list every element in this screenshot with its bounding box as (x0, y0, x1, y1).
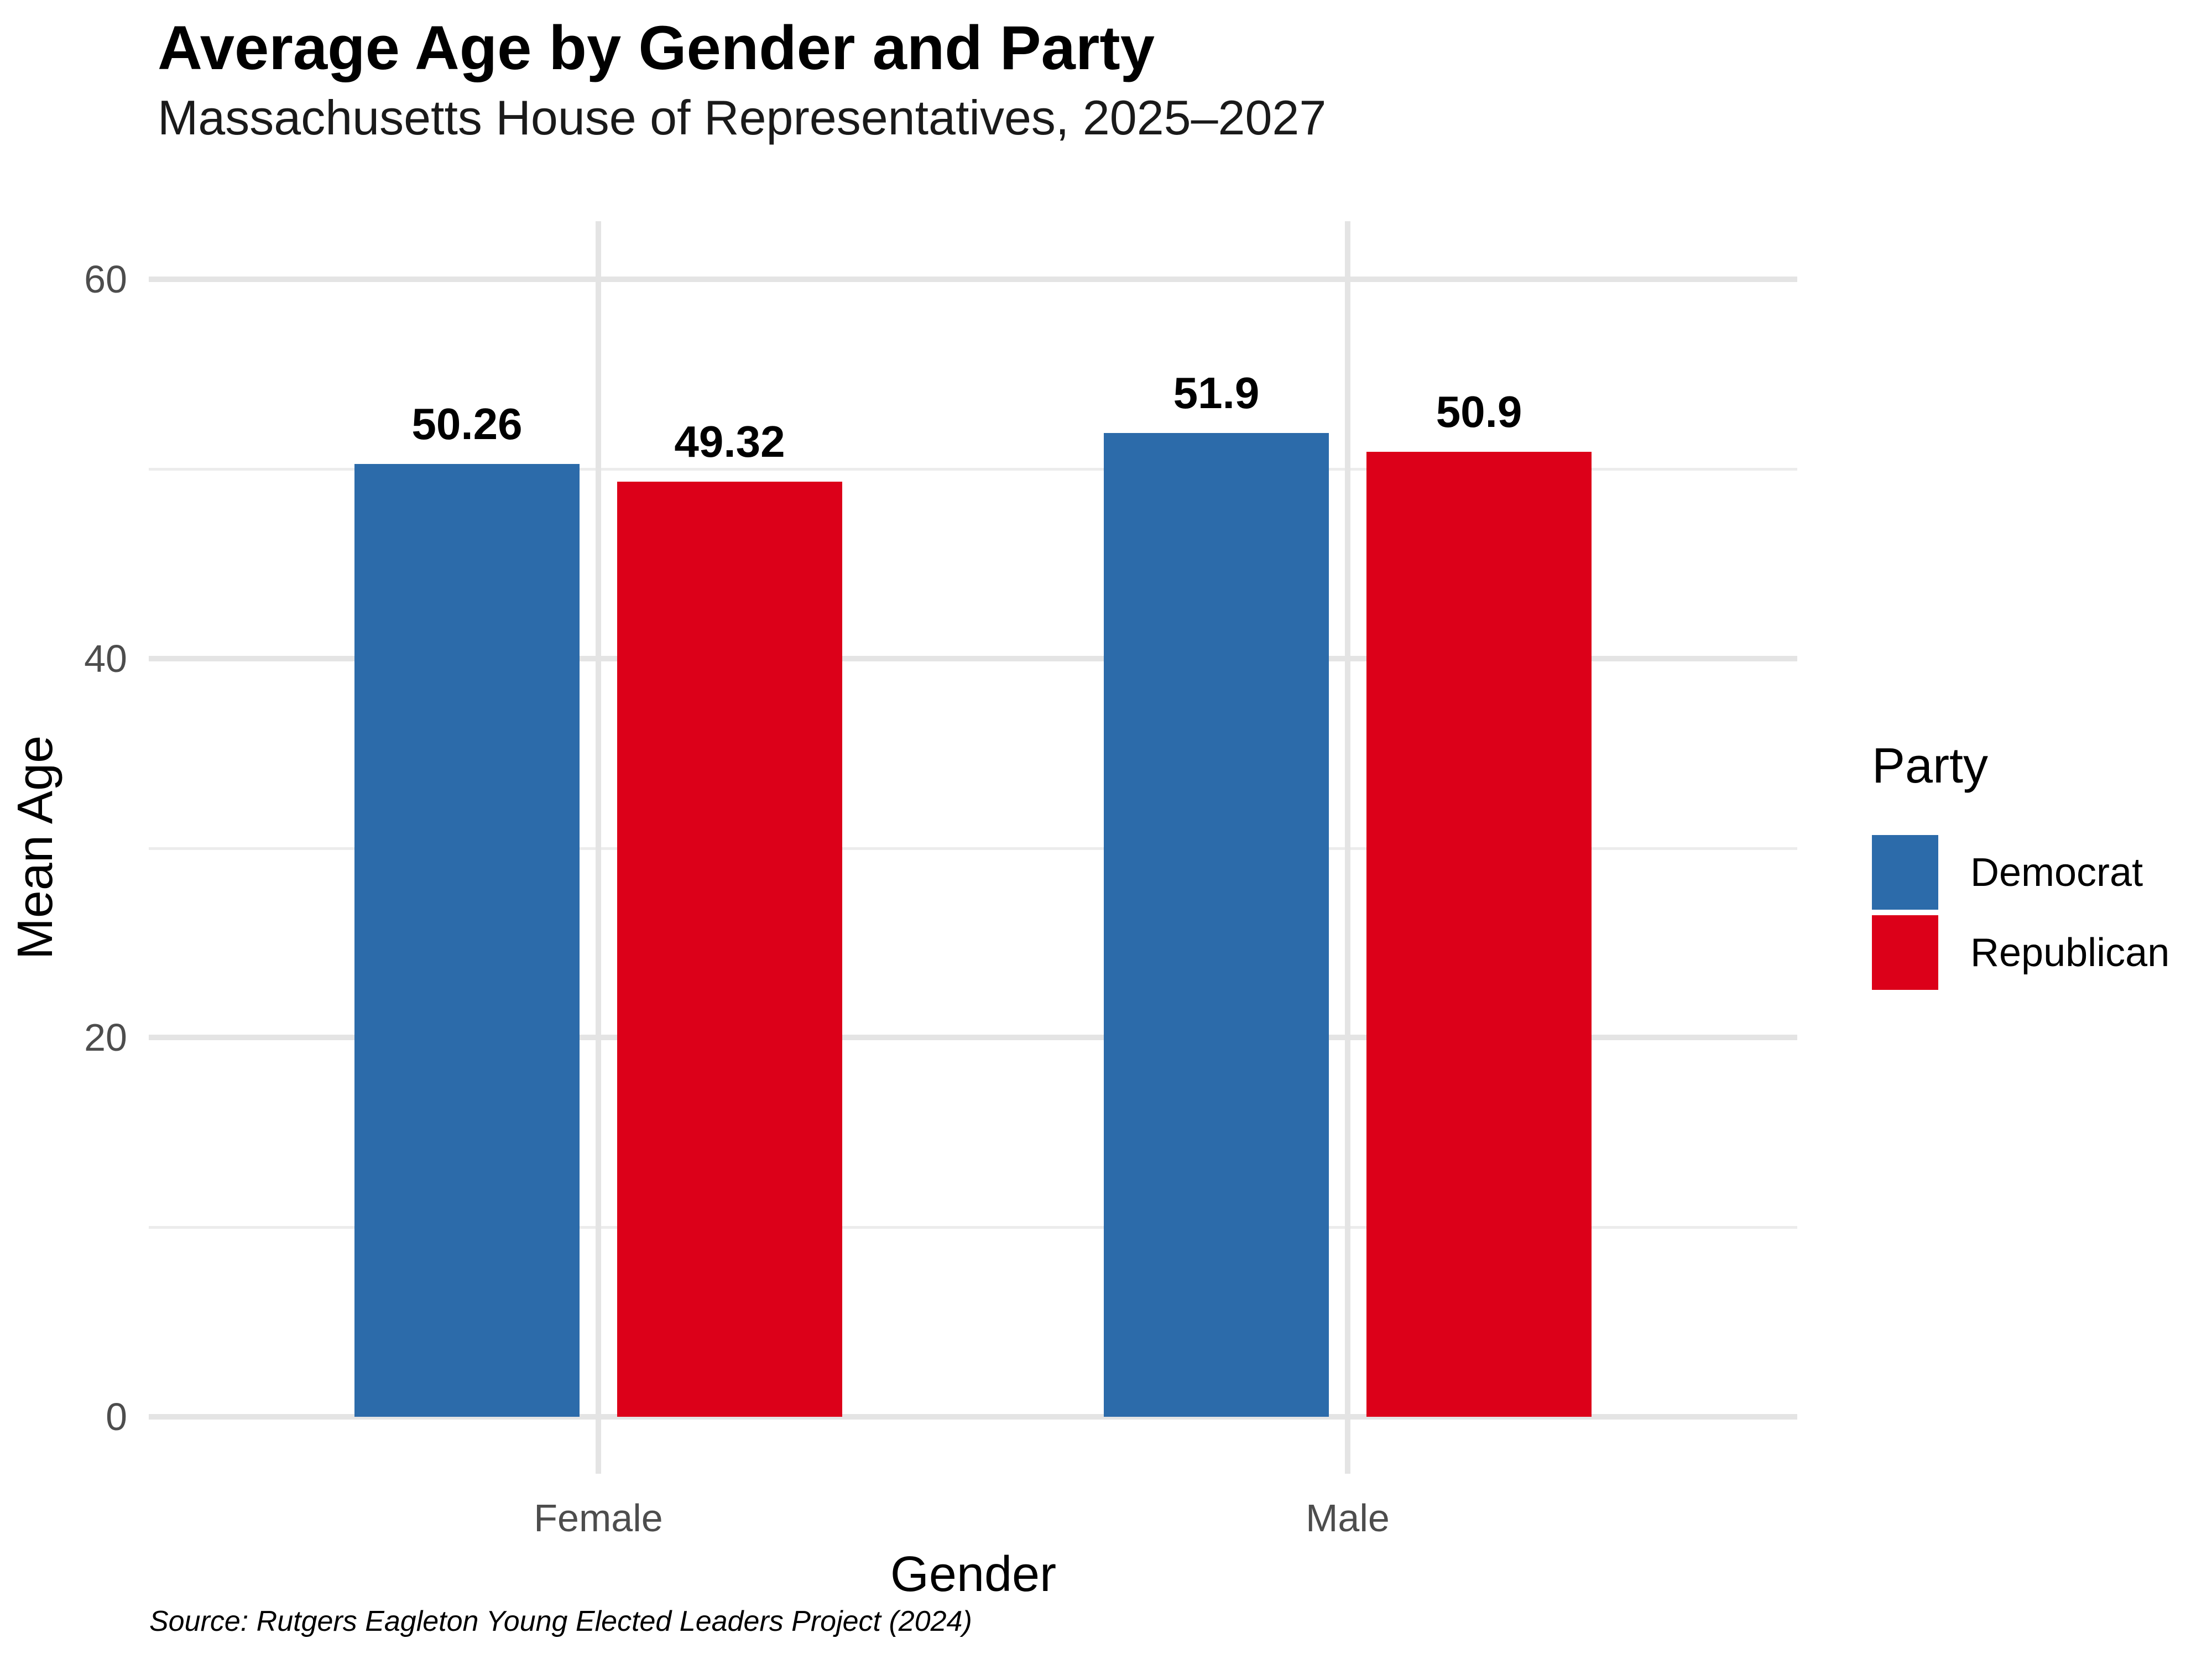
x-axis-title: Gender (890, 1547, 1057, 1602)
legend-label-republican: Republican (1970, 930, 2170, 975)
legend-entry-republican: Republican (1872, 915, 2204, 990)
bar-value-label: 49.32 (674, 417, 785, 467)
y-major-gridline (149, 276, 1797, 282)
chart-title: Average Age by Gender and Party (158, 13, 1155, 82)
y-major-gridline (149, 1414, 1797, 1420)
y-tick-label: 20 (84, 1016, 127, 1060)
legend-title: Party (1872, 738, 1989, 794)
bar-male-democrat (1104, 432, 1329, 1417)
y-major-gridline (149, 1035, 1797, 1041)
legend-entry-democrat: Democrat (1872, 835, 2204, 910)
y-tick-label: 0 (106, 1395, 127, 1438)
x-major-gridline (596, 221, 601, 1474)
x-tick-label: Male (1306, 1496, 1390, 1540)
x-tick-label: Female (534, 1496, 663, 1540)
source-caption: Source: Rutgers Eagleton Young Elected L… (149, 1605, 972, 1637)
chart-subtitle: Massachusetts House of Representatives, … (158, 90, 1327, 145)
y-axis-title: Mean Age (0, 221, 72, 1474)
y-minor-gridline (149, 1226, 1797, 1229)
y-minor-gridline (149, 467, 1797, 471)
bar-female-democrat (354, 463, 580, 1417)
legend: Party Democrat Republican (1872, 735, 2204, 995)
y-minor-gridline (149, 847, 1797, 850)
x-major-gridline (1345, 221, 1350, 1474)
bar-male-republican (1366, 451, 1592, 1417)
bar-female-republican (617, 482, 842, 1417)
plot-panel: 50.26 49.32 51.9 50.9 (149, 221, 1797, 1474)
republican-swatch (1872, 915, 1938, 990)
democrat-swatch (1872, 835, 1938, 910)
y-tick-label: 60 (84, 258, 127, 301)
bar-value-label: 51.9 (1173, 368, 1260, 418)
y-tick-label: 40 (84, 637, 127, 680)
bar-value-label: 50.9 (1436, 387, 1522, 436)
bar-value-label: 50.26 (411, 399, 523, 448)
legend-label-democrat: Democrat (1970, 850, 2143, 895)
y-major-gridline (149, 655, 1797, 661)
y-axis-title-text: Mean Age (8, 735, 64, 960)
